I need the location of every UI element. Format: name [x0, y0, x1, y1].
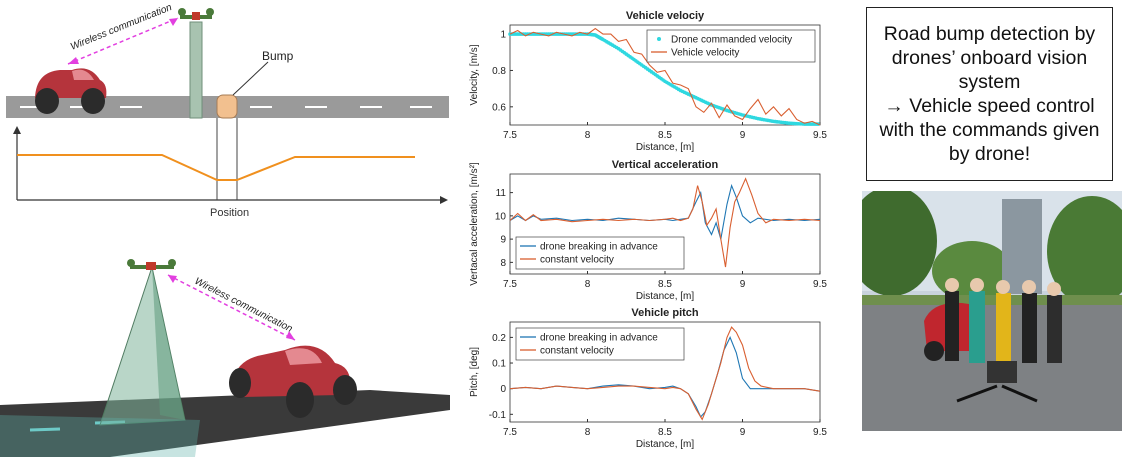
team-photo	[862, 191, 1122, 431]
series-line	[509, 326, 821, 421]
legend-box	[515, 236, 685, 270]
profile-line	[17, 154, 415, 181]
legend-box	[646, 29, 816, 63]
x-tick-label: 7.5	[503, 279, 517, 290]
car-icon	[35, 68, 107, 114]
legend-box	[515, 327, 685, 361]
y-tick-label: 0.1	[492, 359, 506, 370]
wireless-arrow-bottom	[167, 274, 296, 341]
series-line	[509, 27, 821, 126]
y-tick-label: 0.8	[492, 66, 506, 77]
chart-title: Vehicle pitch	[631, 307, 699, 319]
legend-label: drone breaking in advance	[540, 242, 658, 253]
legend-label: Vehicle velocity	[671, 48, 739, 59]
note-line: system	[958, 71, 1021, 93]
note-line: drones’ onboard vision	[891, 47, 1088, 69]
note-line: with the commands given	[879, 119, 1100, 141]
wireless-label-bottom: Wireless communication	[193, 276, 295, 335]
x-tick-label: 7.5	[503, 427, 517, 438]
legend-label: Drone commanded velocity	[671, 35, 792, 46]
y-tick-label: 8	[500, 258, 506, 269]
x-tick-label: 8	[585, 130, 591, 141]
drone-icon	[178, 8, 214, 20]
bump-block	[216, 94, 238, 119]
y-axis-label: Pitch, [deg]	[469, 347, 480, 397]
y-tick-label: 0	[500, 384, 506, 395]
legend-label: constant velocity	[540, 346, 614, 357]
x-tick-label: 9	[740, 279, 746, 290]
x-tick-label: 8.5	[658, 427, 672, 438]
x-tick-label: 9.5	[813, 279, 827, 290]
y-tick-label: -0.1	[489, 410, 507, 421]
x-tick-label: 7.5	[503, 130, 517, 141]
bottom-schematic: Wireless communication	[0, 259, 450, 457]
y-tick-label: 9	[500, 235, 506, 246]
chart-title: Vertical acceleration	[612, 159, 719, 171]
wireless-arrow	[67, 17, 179, 65]
top-schematic: Bump Wireless communication Position	[6, 2, 449, 219]
x-tick-label: 8	[585, 427, 591, 438]
y-tick-label: 11	[496, 188, 507, 199]
x-tick-label: 9	[740, 427, 746, 438]
wireless-label-top: Wireless communication	[69, 2, 174, 53]
note-line: by drone!	[948, 143, 1031, 165]
x-axis-label: Distance, [m]	[636, 142, 695, 153]
x-tick-label: 9.5	[813, 427, 827, 438]
legend-label: constant velocity	[540, 255, 614, 266]
x-tick-label: 8.5	[658, 130, 672, 141]
y-tick-label: 10	[495, 211, 507, 222]
drone-icon	[127, 259, 176, 270]
charts-svg: Vehicle velociy 7.5 8 8.5 9 9.5 0.6 0.8 1 Distanc…	[469, 10, 827, 450]
x-tick-label: 9.5	[813, 130, 827, 141]
series-line	[509, 177, 821, 268]
chart-title: Vehicle velociy	[626, 10, 705, 22]
y-axis-label: Vertacal acceleration, [m/s²]	[469, 162, 480, 286]
y-axis-label: Velocity, [m/s]	[469, 44, 480, 105]
drone-pole	[189, 21, 203, 119]
bump-label: Bump	[262, 49, 294, 63]
x-tick-label: 8	[585, 279, 591, 290]
x-axis-label: Distance, [m]	[636, 291, 695, 302]
legend-label: drone breaking in advance	[540, 333, 658, 344]
note-box: Road bump detection by drones’ onboard v…	[866, 7, 1113, 181]
x-axis-label: Distance, [m]	[636, 439, 695, 450]
x-tick-label: 9	[740, 130, 746, 141]
bump-pointer	[232, 61, 269, 96]
y-tick-label: 0.2	[492, 333, 506, 344]
legend-swatch	[657, 37, 661, 41]
note-line: Road bump detection by	[883, 23, 1096, 45]
car-icon	[229, 345, 357, 418]
y-tick-label: 1	[500, 30, 506, 41]
position-label: Position	[210, 207, 249, 219]
note-line: → Vehicle speed control	[884, 95, 1095, 117]
x-tick-label: 8.5	[658, 279, 672, 290]
y-tick-label: 0.6	[492, 102, 506, 113]
